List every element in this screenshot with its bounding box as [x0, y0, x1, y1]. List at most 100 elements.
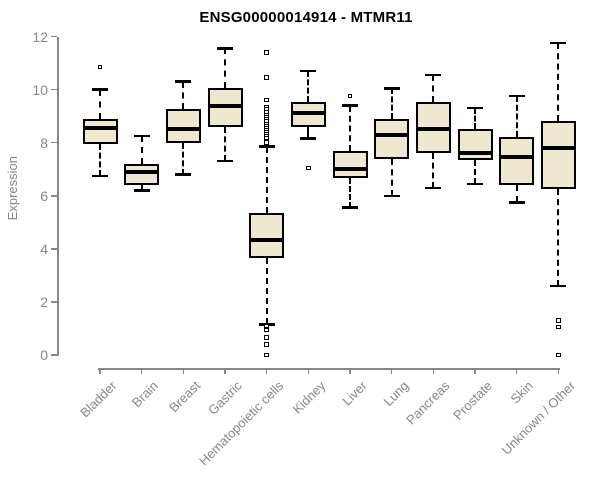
whisker-lower-lung — [390, 158, 393, 196]
median-line-hematopoietic-cells — [251, 237, 283, 242]
whisker-cap-high-unknown-other — [550, 41, 567, 45]
y-tick — [51, 248, 57, 250]
whisker-lower-gastric — [224, 126, 226, 162]
median-line-gastric — [209, 103, 241, 108]
median-line-liver — [334, 167, 366, 172]
box-brain — [124, 163, 160, 186]
x-tick-label-unknown-other: Unknown / Other — [498, 378, 578, 458]
y-tick-label: 4 — [40, 240, 48, 257]
outlier-point-hematopoietic-cells — [264, 97, 269, 103]
whisker-cap-high-lung — [383, 87, 400, 90]
x-tick — [390, 368, 393, 374]
whisker-cap-high-liver — [342, 104, 359, 107]
whisker-cap-high-bladder — [92, 88, 108, 91]
x-tick-label-bladder: Bladder — [77, 378, 120, 421]
outlier-point-unknown-other — [556, 318, 561, 323]
y-tick — [51, 195, 57, 197]
outlier-point-bladder — [97, 64, 103, 70]
whisker-cap-low-unknown-other — [550, 284, 567, 288]
y-tick-label: 10 — [32, 81, 48, 98]
box-skin — [499, 137, 535, 186]
median-line-unknown-other — [542, 145, 574, 150]
whisker-lower-breast — [182, 142, 185, 175]
x-tick-label-lung: Lung — [380, 378, 412, 410]
y-tick-label: 6 — [40, 187, 48, 204]
whisker-cap-high-skin — [508, 94, 525, 98]
whisker-upper-lung — [390, 88, 393, 119]
box-prostate — [457, 129, 493, 160]
x-tick — [307, 368, 310, 374]
x-tick — [474, 368, 476, 374]
whisker-upper-unknown-other — [557, 43, 560, 122]
whisker-cap-low-brain — [133, 189, 150, 192]
x-tick-label-breast: Breast — [165, 378, 203, 416]
outlier-point-unknown-other — [556, 324, 561, 330]
x-tick-label-skin: Skin — [507, 378, 537, 407]
whisker-upper-hematopoietic-cells — [265, 146, 268, 213]
box-breast — [165, 109, 201, 143]
whisker-cap-low-prostate — [467, 182, 484, 186]
x-tick-label-liver: Liver — [339, 378, 370, 409]
x-tick — [432, 368, 435, 374]
whisker-cap-high-brain — [133, 134, 150, 138]
y-tick — [51, 301, 57, 303]
whisker-lower-bladder — [99, 143, 101, 176]
y-tick — [51, 141, 57, 144]
x-tick-label-kidney: Kidney — [289, 378, 328, 417]
whisker-lower-unknown-other — [557, 189, 560, 286]
box-lung — [374, 118, 410, 159]
whisker-lower-brain — [140, 185, 143, 191]
x-tick-label-pancreas: Pancreas — [403, 378, 453, 428]
box-liver — [332, 150, 368, 179]
outlier-point-hematopoietic-cells — [264, 335, 269, 340]
y-tick-label: 12 — [32, 28, 48, 45]
box-hematopoietic-cells — [249, 213, 285, 259]
outlier-point-hematopoietic-cells — [264, 50, 269, 55]
whisker-lower-liver — [349, 178, 352, 208]
whisker-upper-kidney — [307, 71, 310, 102]
y-tick — [51, 354, 57, 356]
x-tick — [557, 368, 560, 374]
whisker-cap-low-skin — [508, 201, 525, 204]
whisker-cap-high-kidney — [300, 69, 317, 73]
whisker-cap-high-breast — [175, 80, 192, 83]
median-line-prostate — [459, 151, 491, 156]
x-tick-label-prostate: Prostate — [449, 378, 495, 423]
whisker-cap-high-prostate — [467, 106, 484, 110]
whisker-upper-prostate — [474, 108, 477, 130]
outlier-point-liver — [347, 93, 353, 99]
whisker-upper-bladder — [99, 89, 101, 119]
x-tick-label-brain: Brain — [129, 378, 162, 411]
outlier-point-hematopoietic-cells — [264, 352, 269, 358]
whisker-cap-low-kidney — [300, 137, 317, 140]
x-tick — [349, 368, 351, 374]
chart-title: ENSG00000014914 - MTMR11 — [199, 9, 413, 26]
outlier-point-kidney — [306, 165, 311, 171]
whisker-lower-kidney — [307, 126, 310, 139]
box-unknown-other — [540, 121, 576, 190]
median-line-bladder — [84, 126, 116, 131]
y-tick-label: 2 — [40, 293, 48, 310]
x-axis-line — [98, 368, 561, 370]
x-tick-label-gastric: Gastric — [204, 378, 245, 418]
whisker-cap-high-gastric — [217, 47, 233, 50]
median-line-skin — [501, 155, 533, 160]
y-axis-line — [57, 36, 59, 356]
whisker-cap-low-breast — [175, 173, 192, 176]
median-line-brain — [126, 169, 158, 174]
whisker-upper-skin — [515, 96, 518, 138]
median-line-breast — [167, 127, 199, 132]
y-tick — [51, 35, 57, 38]
whisker-upper-brain — [140, 136, 143, 164]
y-tick-label: 8 — [40, 134, 48, 151]
whisker-cap-low-liver — [342, 206, 359, 209]
whisker-upper-breast — [182, 81, 185, 110]
outlier-point-unknown-other — [556, 352, 561, 358]
x-tick — [224, 368, 226, 374]
whisker-lower-prostate — [474, 159, 477, 184]
x-tick — [515, 368, 518, 374]
whisker-cap-high-hematopoietic-cells — [258, 145, 275, 148]
y-tick — [51, 88, 57, 91]
whisker-cap-low-lung — [383, 194, 400, 197]
